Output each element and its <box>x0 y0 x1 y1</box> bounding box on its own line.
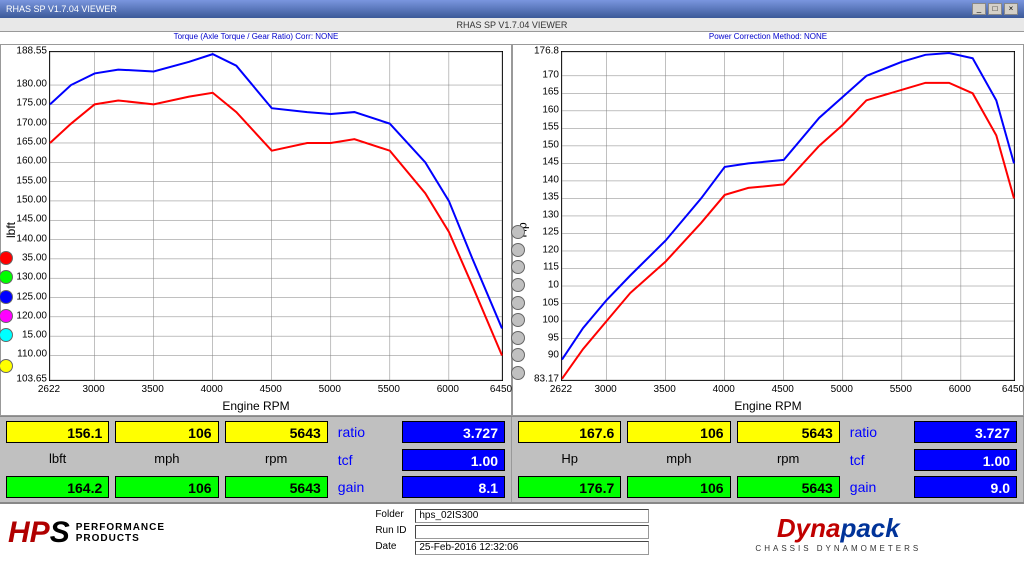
hps-logo: HPS <box>8 516 70 550</box>
lbft-yellow: 156.1 <box>6 421 109 443</box>
label-tcf-l: tcf <box>334 449 396 471</box>
rpm-green-r: 5643 <box>737 476 840 498</box>
unit-mph-r: mph <box>627 451 730 469</box>
col-blue-l: 3.727 1.00 8.1 <box>402 421 505 498</box>
torque-plot-area <box>49 51 503 381</box>
footer: HPS PERFORMANCE PRODUCTS Folderhps_02IS3… <box>0 502 1024 562</box>
window-titlebar: RHAS SP V1.7.04 VIEWER _ □ × <box>0 0 1024 18</box>
col-lbft: 156.1 lbft 164.2 <box>6 421 109 498</box>
hps-s: S <box>50 516 70 549</box>
col-mph-l: 106 mph 106 <box>115 421 218 498</box>
rpm-yellow-l: 5643 <box>225 421 328 443</box>
torque-chart: lbft Engine RPM 103.65110.0015.00120.001… <box>0 44 512 416</box>
unit-mph-l: mph <box>115 451 218 469</box>
folder-value: hps_02IS300 <box>415 509 648 523</box>
readout-right: 167.6 Hp 176.7 106 mph 106 5643 rpm 5643… <box>512 417 1024 502</box>
unit-hp: Hp <box>518 451 621 469</box>
power-plot-area <box>561 51 1015 381</box>
readout-left: 156.1 lbft 164.2 106 mph 106 5643 rpm 56… <box>0 417 512 502</box>
lbft-green: 164.2 <box>6 476 109 498</box>
hps-hp: HP <box>8 516 50 549</box>
dyna-sub: CHASSIS DYNAMOMETERS <box>755 544 921 553</box>
col-rpm-l: 5643 rpm 5643 <box>225 421 328 498</box>
readouts: 156.1 lbft 164.2 106 mph 106 5643 rpm 56… <box>0 416 1024 502</box>
meta-block: Folderhps_02IS300 Run ID Date25-Feb-2016… <box>371 505 652 561</box>
ratio-r: 3.727 <box>914 421 1017 443</box>
rpm-yellow-r: 5643 <box>737 421 840 443</box>
tcf-l: 1.00 <box>402 449 505 471</box>
gain-l: 8.1 <box>402 476 505 498</box>
hp-yellow: 167.6 <box>518 421 621 443</box>
mph-yellow-r: 106 <box>627 421 730 443</box>
label-ratio-l: ratio <box>334 421 396 443</box>
unit-rpm-l: rpm <box>225 451 328 469</box>
col-blue-r: 3.727 1.00 9.0 <box>914 421 1017 498</box>
hps-sub: PERFORMANCE PRODUCTS <box>76 522 165 544</box>
rpm-green-l: 5643 <box>225 476 328 498</box>
hps-sub2: PRODUCTS <box>76 533 165 544</box>
maximize-button[interactable]: □ <box>988 3 1002 15</box>
date-value: 25-Feb-2016 12:32:06 <box>415 541 648 555</box>
dyna-p: pack <box>840 513 899 543</box>
col-mph-r: 106 mph 106 <box>627 421 730 498</box>
torque-xlabel: Engine RPM <box>222 399 289 413</box>
col-labels-l: ratio tcf gain <box>334 421 396 498</box>
label-tcf-r: tcf <box>846 449 908 471</box>
runid-label: Run ID <box>375 525 415 539</box>
torque-svg <box>50 52 502 380</box>
col-hp: 167.6 Hp 176.7 <box>518 421 621 498</box>
runid-value <box>415 525 648 539</box>
unit-rpm-r: rpm <box>737 451 840 469</box>
folder-label: Folder <box>375 509 415 523</box>
label-gain-l: gain <box>334 476 396 498</box>
power-xlabel: Engine RPM <box>734 399 801 413</box>
unit-lbft: lbft <box>6 451 109 469</box>
label-ratio-r: ratio <box>846 421 908 443</box>
tcf-r: 1.00 <box>914 449 1017 471</box>
gain-r: 9.0 <box>914 476 1017 498</box>
hps-brand: HPS PERFORMANCE PRODUCTS <box>0 516 371 550</box>
col-rpm-r: 5643 rpm 5643 <box>737 421 840 498</box>
legend-right: Power Correction Method: NONE <box>512 32 1024 44</box>
dynapack-brand: Dynapack CHASSIS DYNAMOMETERS <box>653 513 1024 553</box>
app-header: RHAS SP V1.7.04 VIEWER <box>0 18 1024 32</box>
mph-yellow-l: 106 <box>115 421 218 443</box>
legend-row: Torque (Axle Torque / Gear Ratio) Corr: … <box>0 32 1024 44</box>
mph-green-l: 106 <box>115 476 218 498</box>
label-gain-r: gain <box>846 476 908 498</box>
close-button[interactable]: × <box>1004 3 1018 15</box>
dyna-logo: Dynapack <box>777 513 900 544</box>
col-labels-r: ratio tcf gain <box>846 421 908 498</box>
window-buttons: _ □ × <box>972 3 1018 15</box>
power-svg <box>562 52 1014 380</box>
date-label: Date <box>375 541 415 555</box>
hps-sub1: PERFORMANCE <box>76 522 165 533</box>
minimize-button[interactable]: _ <box>972 3 986 15</box>
dyna-d: Dyna <box>777 513 841 543</box>
hp-green: 176.7 <box>518 476 621 498</box>
power-chart: Hp Engine RPM 83.17909510010510115120125… <box>512 44 1024 416</box>
ratio-l: 3.727 <box>402 421 505 443</box>
legend-left: Torque (Axle Torque / Gear Ratio) Corr: … <box>0 32 512 44</box>
window-title: RHAS SP V1.7.04 VIEWER <box>6 4 117 14</box>
charts-area: lbft Engine RPM 103.65110.0015.00120.001… <box>0 44 1024 416</box>
mph-green-r: 106 <box>627 476 730 498</box>
